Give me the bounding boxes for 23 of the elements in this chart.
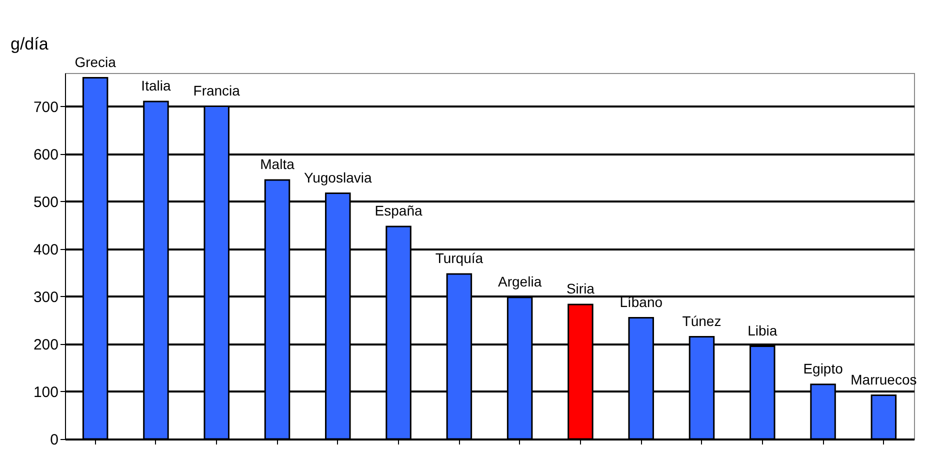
y-tick-label: 200 (33, 336, 58, 354)
x-tick-label: Libia (748, 322, 778, 338)
y-tick-label: 0 (50, 432, 58, 448)
x-tick-label: Yugoslavia (304, 169, 372, 186)
x-tick-label: España (374, 202, 422, 219)
x-tick-label: Grecia (74, 54, 116, 70)
y-tick-label: 700 (33, 98, 58, 116)
y-axis-title: g/día (10, 34, 49, 54)
x-tick-label: Líbano (620, 294, 663, 310)
x-tick-label: Turquía (435, 250, 484, 266)
x-tick-label: Túnez (682, 312, 722, 329)
x-tick-label: Siria (566, 280, 595, 296)
y-tick-label: 100 (33, 384, 58, 401)
x-tick-label: Francia (193, 82, 240, 98)
x-tick-label: Marruecos (850, 371, 917, 388)
y-tick-label: 300 (33, 288, 58, 306)
y-tick-label: 500 (33, 194, 58, 211)
x-tick-label: Egipto (803, 360, 844, 376)
x-tick-label: Argelia (498, 273, 542, 290)
x-tick-label: Malta (260, 156, 295, 172)
y-tick-label: 400 (33, 241, 58, 258)
y-tick-label: 600 (33, 146, 58, 164)
x-tick-label: Italia (141, 78, 171, 94)
